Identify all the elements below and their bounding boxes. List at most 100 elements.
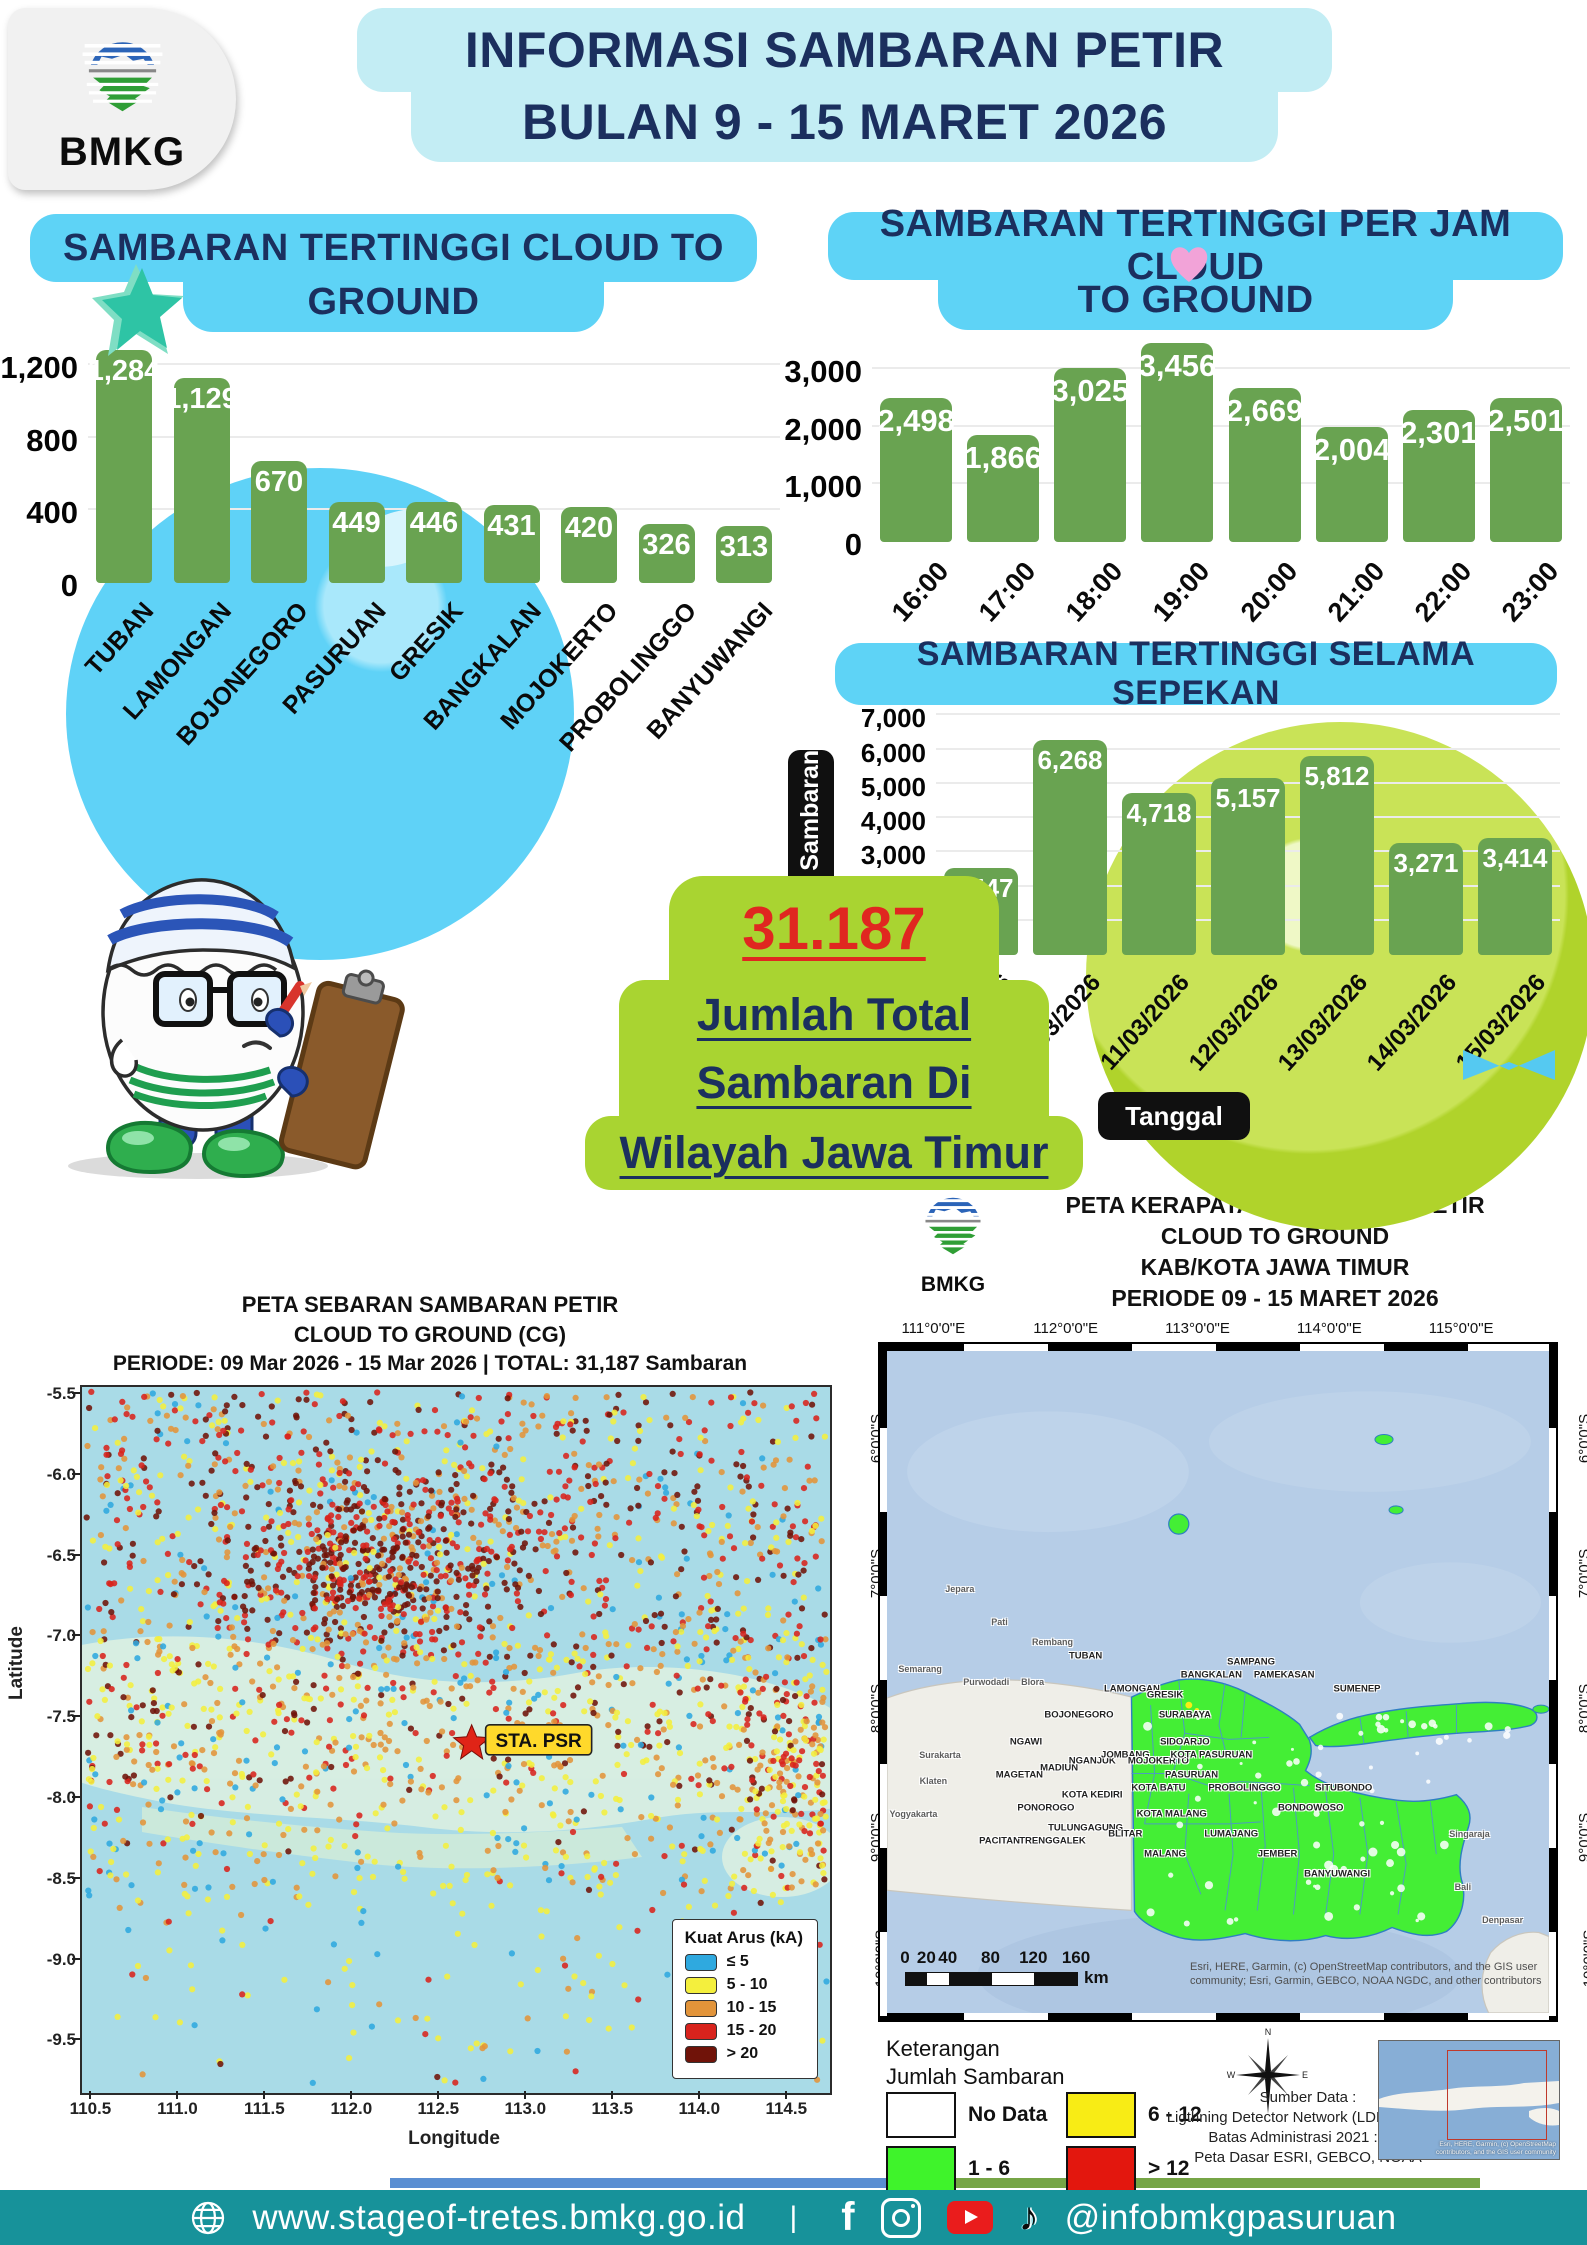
map-attribution: Esri, HERE, Garmin, (c) OpenStreetMap co… bbox=[1190, 1961, 1542, 1987]
bar-20:00: 2,669 bbox=[1226, 388, 1303, 542]
bar-23:00: 2,501 bbox=[1487, 398, 1565, 542]
map-scalebar: 0 20 40 80 120 160 km bbox=[900, 1948, 1109, 1987]
place-label-semarang: Semarang bbox=[898, 1663, 942, 1674]
density-map-logo: BMKG bbox=[898, 1182, 1008, 1297]
place-label-tulungagung: TULUNGAGUNG bbox=[1048, 1822, 1124, 1834]
xtick-label: 11/03/2026 bbox=[1095, 969, 1196, 1076]
station-marker: STA. PSR bbox=[452, 1723, 593, 1760]
legend-swatch bbox=[684, 1976, 717, 1994]
legend-label: 5 - 10 bbox=[726, 1976, 768, 1993]
ytick: 800 bbox=[26, 422, 78, 458]
bar-17:00: 1,866 bbox=[964, 434, 1042, 542]
heart-decoration-icon bbox=[1170, 247, 1208, 282]
place-label-klaten: Klaten bbox=[919, 1776, 948, 1787]
legend-swatch bbox=[684, 1953, 717, 1971]
scatter-ytick: -9.0 bbox=[46, 1949, 76, 1969]
inset-overview-map: Esri, HERE, Garmin, (c) OpenStreetMap co… bbox=[1378, 2040, 1560, 2160]
scatter-legend-title: Kuat Arus (kA) bbox=[684, 1928, 803, 1947]
sepekan-xlabel: Tanggal bbox=[1125, 1100, 1223, 1131]
scatter-legend: Kuat Arus (kA) ≤ 5 5 - 10 10 - 15 15 - 20 > … bbox=[671, 1919, 818, 2079]
density-map: Jepara Pati Rembang Semarang Purwodadi Blora S… bbox=[878, 1342, 1558, 2022]
place-label-malang: MALANG bbox=[1144, 1848, 1186, 1860]
bar-22:00: 2,301 bbox=[1400, 409, 1478, 542]
total-line2: Sambaran Di bbox=[696, 1057, 972, 1108]
ribbon-decoration-icon bbox=[1463, 1050, 1555, 1080]
page-title: INFORMASI SAMBARAN PETIR BULAN 9 - 15 MA… bbox=[357, 8, 1332, 162]
density-map-canvas bbox=[887, 1351, 1549, 2013]
scatter-xtick: 111.0 bbox=[157, 2099, 198, 2118]
legend-label: 10 - 15 bbox=[726, 1999, 777, 2016]
place-label-magetan: MAGETAN bbox=[995, 1769, 1044, 1781]
legend-swatch bbox=[684, 1999, 717, 2017]
ytick: 400 bbox=[26, 495, 78, 531]
ytick: 3,000 bbox=[860, 840, 926, 871]
ytick: 2,000 bbox=[784, 411, 862, 447]
ytick: 1,000 bbox=[784, 469, 862, 505]
star-decoration-icon bbox=[92, 264, 184, 356]
place-label-jepara: Jepara bbox=[945, 1584, 975, 1595]
place-label-pamekasan: PAMEKASAN bbox=[1253, 1669, 1315, 1681]
bar-11/03/2026: 4,718 bbox=[1122, 793, 1196, 955]
legend-label: ≤ 5 bbox=[726, 1953, 749, 1970]
place-label-ngawi: NGAWI bbox=[1009, 1736, 1043, 1748]
density-title-line2: CLOUD TO GROUND bbox=[1160, 1223, 1390, 1249]
scatter-ytick: -6.0 bbox=[46, 1464, 76, 1484]
tiktok-icon[interactable]: ♪ bbox=[1018, 2195, 1039, 2239]
place-label-yogyakarta: Yogyakarta bbox=[889, 1809, 938, 1820]
xtick-label: BOJONEGORO bbox=[171, 597, 314, 751]
density-title-line4: PERIODE 09 - 15 MARET 2026 bbox=[1111, 1285, 1439, 1311]
place-label-banyuwangi: BANYUWANGI bbox=[1304, 1868, 1371, 1880]
legend-heading2: Jumlah Sambaran bbox=[886, 2064, 1065, 2089]
place-label-singaraja: Singaraja bbox=[1449, 1829, 1490, 1840]
legend-heading1: Keterangan bbox=[886, 2036, 1000, 2061]
footer-social-handle[interactable]: @infobmkgpasuruan bbox=[1064, 2197, 1397, 2237]
place-label-kota-batu: KOTA BATU bbox=[1131, 1782, 1186, 1794]
bar-12/03/2026: 5,157 bbox=[1211, 778, 1285, 955]
place-label-mojokerto: MOJOKERTO bbox=[1127, 1755, 1189, 1767]
no-data-speckles bbox=[1143, 1712, 1511, 1927]
bar-16:00: 2,498 bbox=[877, 398, 955, 542]
scatter-ytick: -9.5 bbox=[46, 2030, 76, 2050]
instagram-icon[interactable] bbox=[880, 2197, 921, 2238]
bmkg-logo-small-icon bbox=[920, 1197, 986, 1255]
ytick: 4,000 bbox=[860, 806, 926, 837]
scatter-xtick: 113.5 bbox=[591, 2099, 634, 2118]
ytick: 0 bbox=[60, 568, 78, 603]
legend-swatch bbox=[684, 2022, 717, 2040]
scatter-xtick: 112.0 bbox=[330, 2099, 373, 2118]
page-title-line2: BULAN 9 - 15 MARET 2026 bbox=[410, 82, 1279, 162]
place-label-kota-pasuruan: KOTA PASURUAN bbox=[1170, 1749, 1253, 1761]
svg-text:W: W bbox=[1227, 2070, 1236, 2080]
xtick-label: 16:00 bbox=[885, 556, 955, 628]
globe-icon bbox=[190, 2200, 226, 2236]
sepekan-xlabel-pill: Tanggal bbox=[1098, 1092, 1250, 1140]
place-label-rembang: Rembang bbox=[1031, 1637, 1074, 1648]
inset-attribution: Esri, HERE, Garmin, (c) OpenStreetMap co… bbox=[1436, 2141, 1556, 2156]
scatter-canvas: STA. PSR bbox=[72, 1388, 842, 2086]
density-legend-swatch bbox=[1066, 2092, 1136, 2138]
youtube-icon[interactable] bbox=[946, 2201, 993, 2234]
place-label-pati: Pati bbox=[991, 1617, 1008, 1628]
footer-website-link[interactable]: www.stageof-tretes.bmkg.go.id bbox=[252, 2197, 746, 2237]
footer-separator: | bbox=[789, 2200, 798, 2234]
bar-10/03/2026: 6,268 bbox=[1033, 740, 1107, 955]
scatter-ylabel: Latitude bbox=[6, 1626, 27, 1700]
scatter-plot: STA. PSR Kuat Arus (kA) ≤ 5 5 - 10 10 - 15… bbox=[72, 1385, 842, 2095]
place-label-blitar: BLITAR bbox=[1108, 1828, 1143, 1840]
scatter-ytick: -7.0 bbox=[46, 1626, 76, 1646]
density-legend-label: 6 - 12 bbox=[1148, 2103, 1202, 2126]
place-label-surabaya: SURABAYA bbox=[1158, 1709, 1211, 1721]
scatter-xtick: 113.0 bbox=[504, 2099, 547, 2118]
place-label-gresik: GRESIK bbox=[1146, 1689, 1184, 1701]
facebook-icon[interactable]: f bbox=[841, 2195, 855, 2239]
scatter-ytick: -8.0 bbox=[46, 1787, 76, 1807]
xtick-label: 21:00 bbox=[1321, 556, 1391, 628]
place-label-bangkalan: BANGKALAN bbox=[1180, 1669, 1242, 1681]
bar-13/03/2026: 5,812 bbox=[1300, 755, 1374, 955]
density-map-logo-text: BMKG bbox=[920, 1273, 986, 1296]
density-legend-swatch bbox=[886, 2146, 956, 2192]
scatter-title-line3: PERIODE: 09 Mar 2026 - 15 Mar 2026 | TOT… bbox=[112, 1352, 748, 1375]
bar-BANGKALAN: 431 bbox=[483, 504, 540, 583]
place-label-lamongan: LAMONGAN bbox=[1103, 1683, 1160, 1695]
xtick-label: 20:00 bbox=[1234, 556, 1304, 628]
